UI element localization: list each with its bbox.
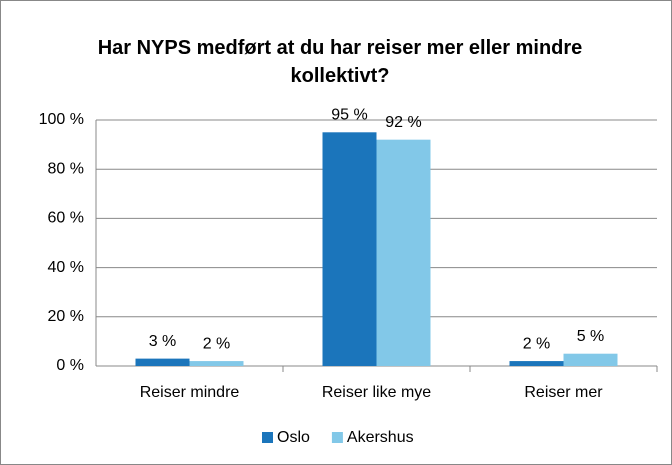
bar: [376, 139, 431, 366]
legend-swatch: [331, 432, 343, 443]
y-tick-label: 100 %: [39, 111, 84, 128]
x-tick-label: Reiser like mye: [322, 384, 431, 401]
y-tick-label: 0 %: [56, 357, 84, 374]
bar: [322, 132, 377, 366]
y-tick-label: 40 %: [48, 259, 84, 276]
legend-label: Akershus: [347, 429, 414, 446]
legend-swatch: [262, 432, 273, 443]
bar: [563, 353, 618, 366]
y-tick-label: 60 %: [48, 210, 84, 227]
value-label: 92 %: [385, 114, 421, 131]
value-label: 95 %: [331, 107, 367, 124]
value-label: 2 %: [523, 335, 551, 352]
bar: [135, 358, 190, 366]
y-tick-label: 20 %: [48, 308, 84, 325]
bar: [189, 361, 244, 366]
y-tick-label: 80 %: [48, 160, 84, 177]
chart-title: Har NYPS medført at du har reiser mer el…: [97, 37, 583, 87]
x-tick-label: Reiser mer: [524, 384, 603, 401]
value-label: 2 %: [203, 335, 231, 352]
value-label: 5 %: [577, 328, 605, 345]
value-label: 3 %: [149, 333, 177, 350]
bar: [509, 361, 564, 366]
x-tick-label: Reiser mindre: [140, 384, 240, 401]
legend-label: Oslo: [277, 429, 310, 446]
